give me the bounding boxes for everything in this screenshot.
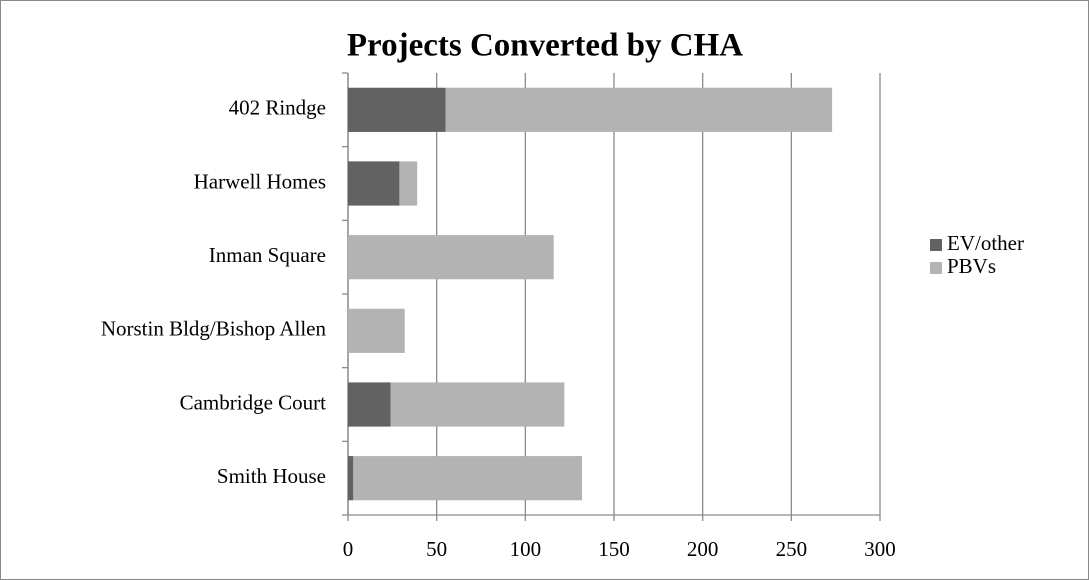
y-tick-label: Inman Square [209,243,326,267]
y-tick-label: Norstin Bldg/Bishop Allen [101,317,327,341]
bar-segment [445,87,833,132]
chart-title: Projects Converted by CHA [347,28,743,64]
bar-segment [348,456,354,501]
bar-segment [348,161,400,206]
x-tick-label: 200 [687,537,719,561]
bar-segment [348,308,405,353]
legend-label: EV/other [947,231,1024,255]
bar-segment [348,235,554,280]
x-tick-label: 300 [864,537,896,561]
x-tick-label: 100 [510,537,542,561]
legend-swatch [930,239,942,251]
bar-segment [348,87,446,132]
y-tick-label: 402 Rindge [229,96,326,120]
y-tick-label: Smith House [217,464,326,488]
x-tick-label: 150 [598,537,630,561]
legend-swatch [930,262,942,274]
x-tick-label: 250 [776,537,808,561]
bar-segment [399,161,418,206]
y-tick-label: Harwell Homes [194,169,326,193]
bar-segment [348,382,391,427]
bar-segment [353,456,583,501]
x-tick-label: 50 [426,537,447,561]
bar-segment [390,382,565,427]
y-tick-label: Cambridge Court [180,390,327,414]
legend-label: PBVs [947,254,996,278]
x-tick-label: 0 [343,537,354,561]
